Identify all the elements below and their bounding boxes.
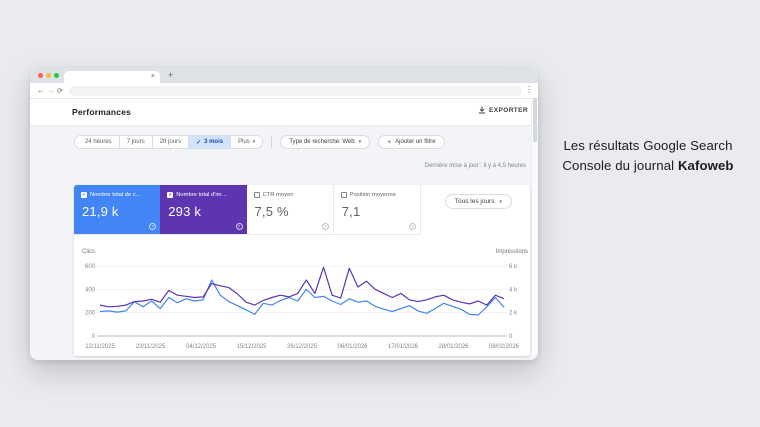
right-axis-tick: 0 <box>509 334 513 340</box>
impressions-line <box>99 266 505 308</box>
chevron-down-icon: ▾ <box>252 139 256 145</box>
granularity-label: Tous les jours <box>454 198 495 205</box>
x-axis-date: 06/01/2026 <box>337 344 368 350</box>
metric-label: Nombre total d'im… <box>176 192 228 198</box>
help-icon[interactable]: ? <box>149 223 157 230</box>
chevron-down-icon: ▾ <box>358 139 362 145</box>
last-update-text: Dernière mise à jour : il y a 4,5 heures <box>424 163 526 169</box>
performance-content: 24 heures 7 jours 28 jours ✓ 3 mois Plus <box>30 126 538 360</box>
x-axis-date: 23/11/2025 <box>136 344 166 350</box>
window-zoom-button[interactable] <box>54 73 59 78</box>
performance-card: ✓ Nombre total de c… 21,9 k ? ✓ Nombre t… <box>74 185 530 356</box>
checkbox-icon[interactable]: ✓ <box>167 192 174 198</box>
x-axis-date: 17/01/2026 <box>388 344 419 350</box>
metric-tile-position[interactable]: Position moyenne 7,1 ? <box>333 185 421 234</box>
window-close-button[interactable] <box>38 73 43 78</box>
caption-line2: Console du journal <box>562 158 678 174</box>
clics-line <box>99 279 505 316</box>
forward-icon[interactable]: → <box>47 86 55 95</box>
range-chip-plus[interactable]: Plus ▾ <box>231 136 263 148</box>
range-chip-label: 24 heures <box>85 139 112 145</box>
range-chip-label: Plus <box>238 139 250 145</box>
range-chip-3mois[interactable]: ✓ 3 mois <box>189 136 232 148</box>
x-axis-date: 26/12/2025 <box>287 344 318 350</box>
download-icon <box>479 106 486 114</box>
range-chip-24h[interactable]: 24 heures <box>75 136 120 148</box>
browser-window: × + ← → ⟳ ⋮ Performances EXPORTER <box>30 68 538 360</box>
browser-menu-icon[interactable]: ⋮ <box>525 85 533 94</box>
search-type-chip[interactable]: Type de recherche: Web ▾ <box>280 135 371 149</box>
export-label: EXPORTER <box>489 106 528 114</box>
caption-line1: Les résultats Google Search <box>563 138 733 153</box>
new-tab-button[interactable]: + <box>168 70 174 80</box>
range-chip-label: 7 jours <box>126 139 145 145</box>
search-type-label: Type de recherche: Web <box>289 139 355 145</box>
range-chip-7j[interactable]: 7 jours <box>119 136 153 148</box>
checkbox-icon[interactable] <box>253 192 260 198</box>
tab-close-icon[interactable]: × <box>150 73 155 80</box>
back-icon[interactable]: ← <box>37 86 45 95</box>
left-axis-tick: 400 <box>85 287 96 293</box>
help-icon[interactable]: ? <box>409 223 416 230</box>
left-axis-tick: 200 <box>85 311 96 317</box>
caption-text: Les résultats Google Search Console du j… <box>546 136 750 177</box>
metric-value: 7,1 <box>341 204 361 219</box>
caption-journal-name: Kafoweb <box>677 158 734 174</box>
x-axis-date: 04/12/2025 <box>186 344 217 350</box>
filter-bar: 24 heures 7 jours 28 jours ✓ 3 mois Plus <box>74 135 453 149</box>
right-axis-label: Impressions <box>496 249 528 255</box>
right-axis-tick: 2 k <box>509 311 518 317</box>
browser-tab-bar: × + <box>30 68 538 83</box>
range-chip-label: 3 mois <box>204 139 224 145</box>
add-filter-chip[interactable]: + Ajouter un filtre <box>378 135 445 149</box>
metric-label: Position moyenne <box>349 192 396 198</box>
metric-tile-ctr[interactable]: CTR moyen 7,5 % ? <box>246 185 334 234</box>
date-range-group: 24 heures 7 jours 28 jours ✓ 3 mois Plus <box>74 135 264 149</box>
chevron-down-icon: ▾ <box>499 198 502 205</box>
metric-label: CTR moyen <box>262 192 294 198</box>
metric-tile-clicks[interactable]: ✓ Nombre total de c… 21,9 k ? <box>74 185 161 234</box>
performance-header: Performances EXPORTER <box>30 99 538 126</box>
export-button[interactable]: EXPORTER <box>478 106 528 114</box>
window-minimize-button[interactable] <box>46 73 51 78</box>
granularity-dropdown[interactable]: Tous les jours ▾ <box>444 194 512 209</box>
help-icon[interactable]: ? <box>235 223 243 230</box>
add-filter-label: Ajouter un filtre <box>395 139 436 145</box>
metric-value: 293 k <box>168 204 202 219</box>
x-axis-date: 08/02/2026 <box>489 344 520 350</box>
metric-value: 7,5 % <box>254 204 289 219</box>
address-bar[interactable] <box>69 86 522 96</box>
right-axis-tick: 6 k <box>509 264 518 270</box>
filter-divider <box>271 136 273 148</box>
x-axis-date: 15/12/2025 <box>236 344 267 350</box>
browser-toolbar: ← → ⟳ ⋮ <box>30 83 538 99</box>
browser-tab[interactable]: × <box>64 71 160 83</box>
left-axis-tick: 0 <box>92 334 96 340</box>
metric-tiles: ✓ Nombre total de c… 21,9 k ? ✓ Nombre t… <box>74 185 421 235</box>
check-icon: ✓ <box>196 139 202 146</box>
range-chip-label: 28 jours <box>159 139 182 145</box>
checkbox-icon[interactable]: ✓ <box>81 192 87 198</box>
left-axis-label: Clics <box>82 249 95 255</box>
metric-label: Nombre total de c… <box>90 192 142 198</box>
plus-icon: + <box>387 138 392 146</box>
scrollbar-thumb[interactable] <box>533 98 537 142</box>
metric-tile-impressions[interactable]: ✓ Nombre total d'im… 293 k ? <box>160 185 247 234</box>
metric-value: 21,9 k <box>82 204 119 219</box>
performance-chart[interactable]: 600 6 k 400 4 k 200 2 k 0 0 Clics Impressions 12/1… <box>74 242 530 356</box>
x-axis-date: 28/01/2026 <box>438 344 469 350</box>
reload-icon[interactable]: ⟳ <box>57 88 63 95</box>
x-axis-date: 12/11/2025 <box>85 344 115 350</box>
checkbox-icon[interactable] <box>340 192 347 198</box>
range-chip-28j[interactable]: 28 jours <box>152 136 190 148</box>
left-axis-tick: 600 <box>85 264 96 270</box>
page-title: Performances <box>72 107 132 117</box>
help-icon[interactable]: ? <box>321 223 329 230</box>
scrollbar-track[interactable] <box>531 100 537 357</box>
right-axis-tick: 4 k <box>509 287 518 293</box>
